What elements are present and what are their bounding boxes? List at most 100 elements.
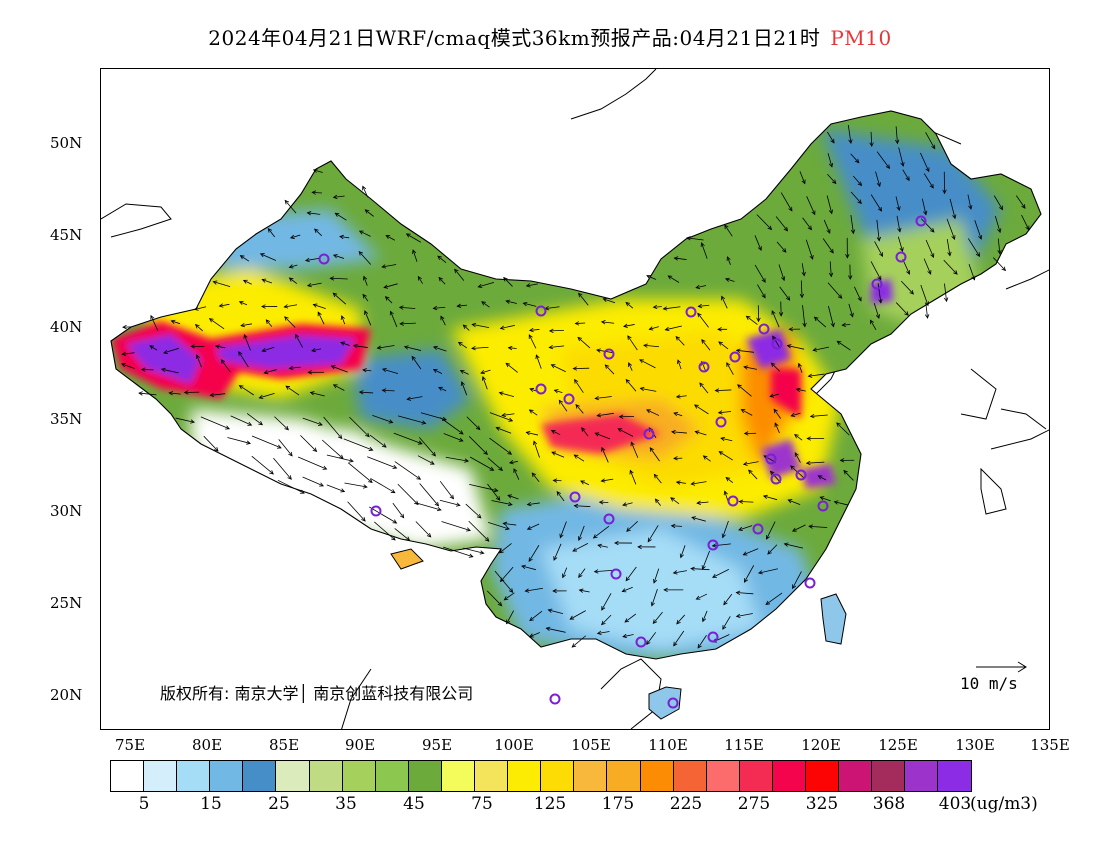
wind-arrowhead [975, 252, 981, 258]
colorbar-tick: 225 [669, 794, 703, 814]
wind-vector [810, 414, 828, 417]
wind-arrowhead [471, 346, 476, 351]
wind-vector [805, 239, 814, 260]
wind-vector [509, 461, 518, 464]
wind-vector [651, 589, 658, 606]
colorbar-tick: 275 [737, 794, 771, 814]
city-marker [895, 251, 907, 263]
wind-arrowhead [664, 326, 670, 332]
wind-arrowhead [724, 277, 730, 282]
wind-arrowhead [265, 319, 271, 324]
wind-arrowhead [384, 296, 390, 301]
wind-arrowhead [879, 252, 883, 258]
wind-vector [744, 565, 755, 583]
wind-arrowhead [365, 432, 370, 438]
wind-vector [842, 324, 851, 326]
wind-vector [264, 369, 277, 374]
wind-scale-label: 10 m/s [960, 674, 1018, 693]
wind-vector [417, 455, 435, 465]
wind-arrowhead [781, 276, 786, 282]
wind-arrowhead [857, 199, 862, 205]
wind-arrowhead [896, 206, 901, 212]
wind-arrowhead [562, 573, 567, 579]
wind-arrowhead [670, 523, 676, 529]
wind-vector [767, 544, 778, 555]
wind-vector [581, 427, 589, 437]
wind-vector [712, 543, 731, 547]
colorbar-cell [243, 761, 277, 791]
wind-vector [220, 359, 231, 373]
wind-arrowhead [623, 323, 628, 328]
wind-arrowhead [909, 289, 914, 295]
wind-arrowhead [288, 451, 293, 457]
wind-vector [494, 570, 513, 593]
wind-vector [719, 451, 733, 461]
colorbar-cell [508, 761, 542, 791]
wind-arrowhead [225, 425, 230, 430]
wind-arrowhead [625, 301, 631, 307]
wind-vector [311, 348, 322, 352]
wind-vector [628, 362, 633, 371]
wind-arrowhead [287, 475, 292, 480]
wind-vector [363, 276, 368, 286]
wind-vector [676, 481, 687, 484]
wind-vector [353, 345, 368, 348]
wind-vector [230, 415, 252, 426]
wind-vector [209, 318, 225, 330]
colorbar-cell [177, 761, 211, 791]
wind-arrowhead [621, 588, 627, 593]
wind-vector [415, 521, 432, 538]
wind-arrowhead [650, 601, 655, 607]
wind-vector [215, 345, 226, 349]
wind-scale-arrow-icon [976, 661, 1027, 673]
wind-arrowhead [699, 382, 704, 388]
wind-arrowhead [505, 525, 510, 531]
wind-arrowhead [432, 345, 438, 351]
wind-arrowhead [480, 369, 485, 375]
wind-vector [333, 384, 345, 391]
wind-arrowhead [721, 533, 726, 539]
wind-arrowhead [743, 578, 748, 583]
wind-arrowhead [438, 276, 443, 282]
wind-arrowhead [782, 248, 787, 253]
wind-vector [273, 457, 292, 480]
wind-vector [828, 305, 834, 327]
wind-vector [508, 347, 517, 349]
wind-vector [347, 462, 373, 483]
wind-vector [626, 521, 638, 532]
wind-arrowhead [528, 334, 533, 339]
wind-arrowhead [571, 643, 577, 648]
wind-vector [529, 409, 538, 416]
wind-arrowhead [477, 283, 483, 289]
wind-arrowhead [575, 403, 580, 409]
wind-arrowhead [1021, 204, 1026, 209]
wind-arrowhead [720, 436, 726, 442]
wind-arrowhead [602, 297, 608, 302]
wind-arrowhead [552, 588, 557, 594]
wind-arrowhead [556, 491, 561, 496]
wind-vector [219, 303, 230, 307]
wind-vector [240, 255, 250, 262]
wind-arrowhead [149, 345, 155, 350]
wind-arrowhead [925, 167, 930, 173]
wind-arrowhead [869, 142, 874, 148]
wind-arrowhead [725, 477, 731, 482]
wind-arrowhead [194, 324, 200, 329]
wind-vector [629, 470, 637, 485]
wind-vector [743, 548, 759, 556]
wind-arrowhead [761, 293, 766, 299]
wind-vector [419, 483, 439, 507]
wind-vector [736, 349, 755, 353]
wind-arrowhead [507, 501, 513, 507]
wind-vector [433, 369, 443, 374]
wind-vector [627, 335, 638, 351]
colorbar-cell [375, 761, 409, 791]
wind-vector [526, 431, 539, 436]
wind-arrowhead [295, 333, 300, 339]
wind-arrowhead [857, 296, 862, 302]
wind-vector [649, 326, 659, 330]
wind-vector [302, 476, 324, 487]
wind-arrowhead [639, 359, 644, 364]
wind-vector [944, 283, 947, 302]
wind-arrowhead [742, 461, 748, 466]
